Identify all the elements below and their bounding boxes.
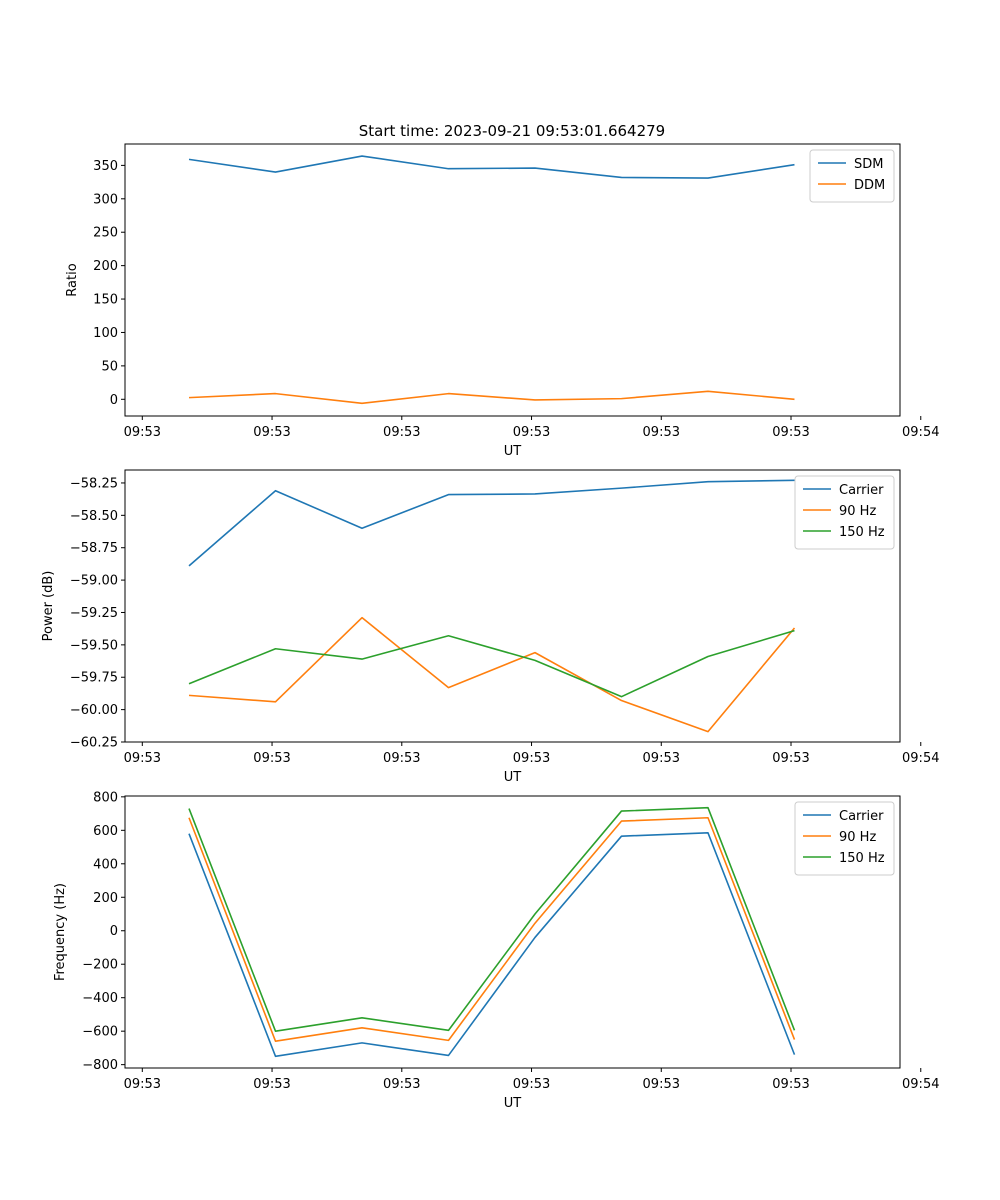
axes-frame [124, 795, 901, 1069]
y-tick-label: 0 [110, 393, 118, 408]
y-tick-label: 100 [93, 326, 118, 341]
x-tick-label: 09:53 [124, 425, 161, 440]
x-tick-label: 09:53 [772, 425, 809, 440]
y-tick-label: 50 [101, 359, 118, 374]
x-tick-label: 09:53 [383, 425, 420, 440]
y-tick-label: −59.25 [70, 606, 118, 621]
series-line-150-hz [188, 629, 795, 698]
legend-label: Carrier [839, 483, 884, 498]
y-tick-label: −800 [82, 1058, 118, 1073]
x-tick-label: 09:54 [902, 751, 939, 766]
series-line-90-hz [188, 616, 796, 733]
x-tick-label: 09:53 [513, 425, 550, 440]
legend-label: Carrier [839, 809, 884, 824]
x-tick-label: 09:53 [253, 1077, 290, 1092]
axes-frame [124, 143, 901, 417]
y-tick-label: 300 [93, 192, 118, 207]
y-tick-label: −59.00 [70, 574, 118, 589]
series-line-150-hz [188, 806, 796, 1032]
chart-panel-2: 09:53 09:53 09:53 09:53 09:53 09:53 09:54 −60.2… [41, 469, 939, 785]
y-tick-label: 350 [93, 159, 118, 174]
y-tick-label: 200 [93, 259, 118, 274]
series-line-sdm [188, 155, 795, 179]
chart-panel-3: 09:53 09:53 09:53 09:53 09:53 09:53 09:54 −800 −… [53, 790, 939, 1111]
y-tick-label: −58.25 [70, 476, 118, 491]
y-tick-label: 250 [93, 226, 118, 241]
y-tick-label: −59.75 [70, 671, 118, 686]
x-tick-label: 09:53 [124, 1077, 161, 1092]
y-tick-label: 800 [93, 790, 118, 805]
y-tick-label: −600 [82, 1025, 118, 1040]
axes-frame [124, 469, 901, 743]
x-tick-label: 09:53 [253, 425, 290, 440]
legend-label: 90 Hz [839, 504, 876, 519]
legend-label: 150 Hz [839, 851, 885, 866]
x-tick-label: 09:53 [513, 751, 550, 766]
legend-label: 150 Hz [839, 525, 885, 540]
x-tick-label: 09:53 [643, 425, 680, 440]
x-tick-label: 09:54 [902, 425, 939, 440]
y-axis-label: Ratio [65, 263, 80, 296]
chart-title: Start time: 2023-09-21 09:53:01.664279 [359, 122, 665, 140]
y-tick-label: 150 [93, 293, 118, 308]
chart-panel-1: 09:53 09:53 09:53 09:53 09:53 09:53 09:54 0 50 10… [65, 143, 939, 459]
x-tick-label: 09:53 [772, 1077, 809, 1092]
x-tick-label: 09:53 [643, 1077, 680, 1092]
x-tick-label: 09:53 [253, 751, 290, 766]
x-tick-label: 09:53 [383, 751, 420, 766]
x-tick-label: 09:53 [643, 751, 680, 766]
series-line-carrier [188, 832, 796, 1058]
x-axis-label: UT [504, 1096, 522, 1111]
x-tick-label: 09:53 [513, 1077, 550, 1092]
y-tick-label: −400 [82, 991, 118, 1006]
x-tick-label: 09:53 [124, 751, 161, 766]
y-tick-label: 200 [93, 891, 118, 906]
y-tick-label: 400 [93, 857, 118, 872]
x-axis-label: UT [504, 444, 522, 459]
legend: SDM DDM [809, 149, 895, 203]
series-line-90-hz [188, 816, 796, 1043]
x-tick-label: 09:54 [902, 1077, 939, 1092]
legend: Carrier 90 Hz 150 Hz [794, 475, 895, 550]
series-line-ddm [188, 390, 795, 405]
y-tick-label: −200 [82, 958, 118, 973]
legend-label: 90 Hz [839, 830, 876, 845]
y-axis-label: Frequency (Hz) [53, 883, 68, 981]
y-tick-label: −58.75 [70, 541, 118, 556]
y-tick-label: −60.25 [70, 736, 118, 751]
legend: Carrier 90 Hz 150 Hz [794, 801, 895, 876]
series-line-carrier [188, 479, 795, 567]
y-tick-label: −60.00 [70, 703, 118, 718]
x-axis-label: UT [504, 770, 522, 785]
x-tick-label: 09:53 [383, 1077, 420, 1092]
y-tick-label: 600 [93, 824, 118, 839]
y-tick-label: −58.50 [70, 509, 118, 524]
y-tick-label: 0 [110, 924, 118, 939]
y-tick-label: −59.50 [70, 638, 118, 653]
legend-label: DDM [854, 178, 885, 193]
y-axis-label: Power (dB) [41, 571, 56, 642]
x-tick-label: 09:53 [772, 751, 809, 766]
legend-label: SDM [854, 157, 883, 172]
